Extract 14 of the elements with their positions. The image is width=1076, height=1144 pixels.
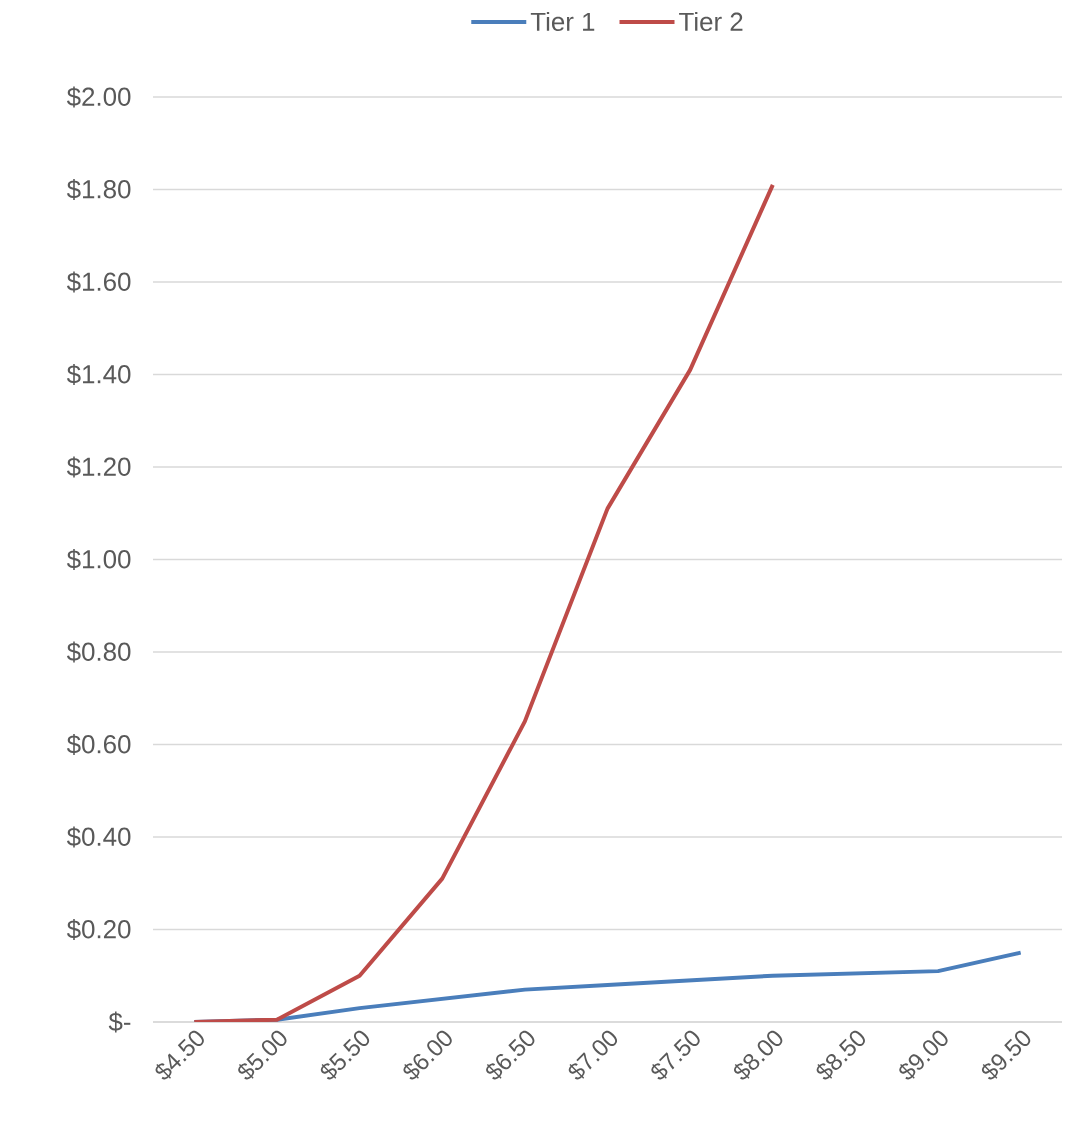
- y-tick-label: $1.20: [66, 456, 131, 478]
- y-tick-label: $1.40: [66, 364, 131, 385]
- legend-label: Tier 2: [679, 11, 743, 31]
- y-tick-label: $1.60: [66, 271, 131, 293]
- legend-label: Tier 1: [530, 11, 595, 31]
- y-tick-label: $0.80: [66, 641, 131, 663]
- y-tick-label: $0.60: [66, 734, 131, 755]
- y-tick-label: $1.80: [66, 179, 131, 200]
- y-tick-label: $0.40: [66, 826, 131, 848]
- y-tick-label: $0.20: [66, 919, 131, 940]
- y-tick-label: $-: [108, 1011, 131, 1033]
- y-tick-label: $2.00: [66, 86, 131, 108]
- line-series: [192, 182, 775, 1022]
- y-tick-label: $1.00: [66, 549, 131, 570]
